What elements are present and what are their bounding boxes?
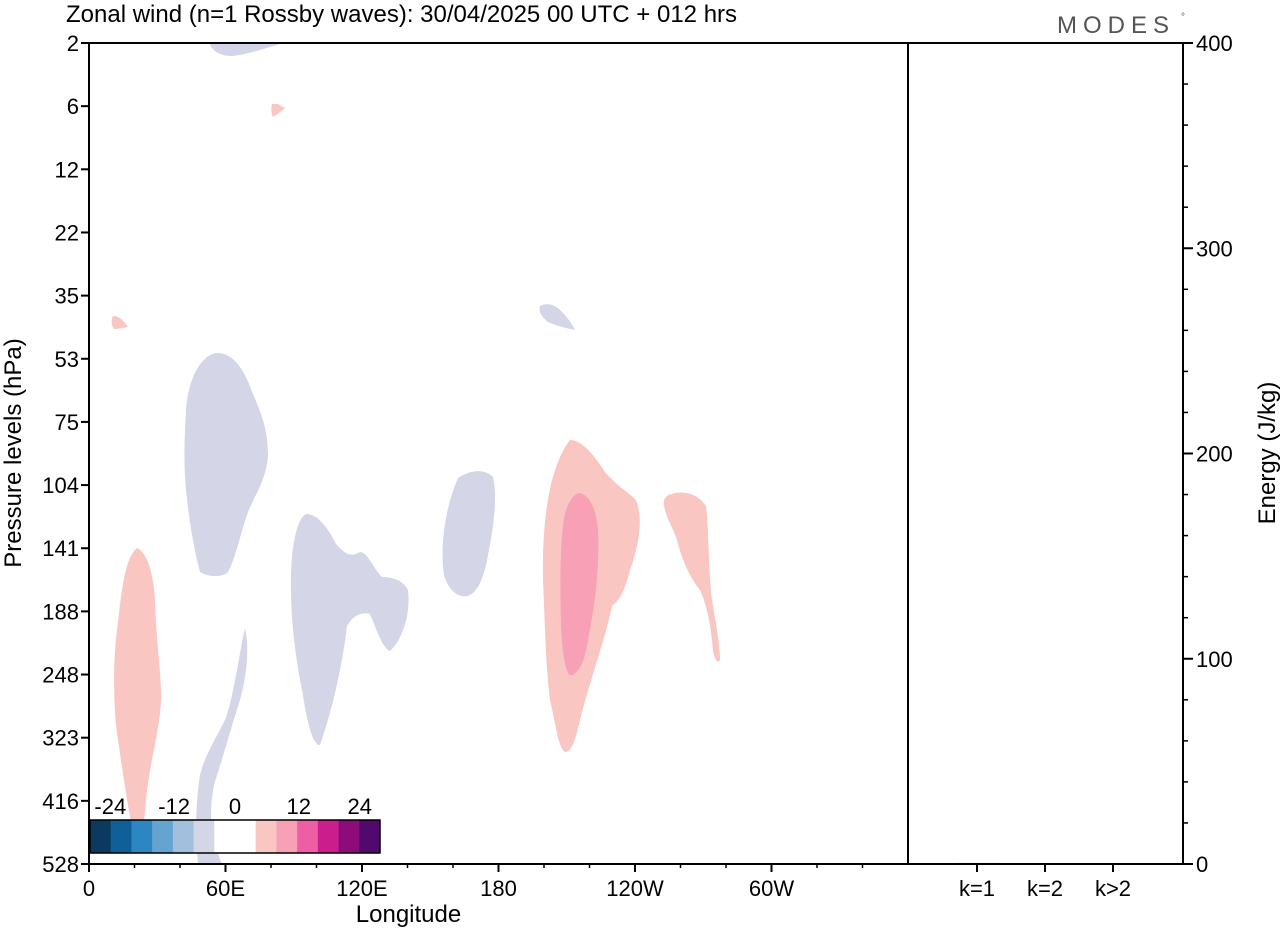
x-tick-label: 60E xyxy=(206,876,245,901)
colorbar-label: 24 xyxy=(347,794,371,819)
energy-bar xyxy=(955,862,999,864)
contour-positive xyxy=(271,104,285,117)
contour-negative xyxy=(290,514,409,745)
x-tick-label: 0 xyxy=(83,876,95,901)
x-axis-title: Longitude xyxy=(356,901,461,928)
energy-bar xyxy=(1091,863,1135,864)
energy-tick-label: 0 xyxy=(1196,852,1208,877)
energy-category-label: k>2 xyxy=(1095,876,1131,901)
y-tick-label: 75 xyxy=(55,410,79,435)
colorbar-swatch xyxy=(255,820,277,853)
energy-panel: 0 100 200 300 400 Energy (J/kg) k=1 k=2 k>2 xyxy=(907,31,1280,901)
contour-positive xyxy=(663,492,720,662)
brand-logo: MODES xyxy=(1057,12,1175,39)
y-tick-label: 6 xyxy=(67,94,79,119)
x-tick-label: 180 xyxy=(480,876,517,901)
y-tick-label: 22 xyxy=(55,220,79,245)
colorbar-label: 0 xyxy=(229,794,241,819)
colorbar-label: -24 xyxy=(94,794,126,819)
y-tick-label: 2 xyxy=(67,31,79,56)
energy-tick-label: 400 xyxy=(1196,31,1233,56)
colorbar-label: -12 xyxy=(158,794,190,819)
colorbar-swatch xyxy=(338,820,360,853)
colorbar-swatch xyxy=(214,820,236,853)
y-tick-label: 104 xyxy=(42,473,79,498)
contour-positive-strong xyxy=(560,493,599,675)
y-tick-label: 12 xyxy=(55,157,79,182)
x-tick-label: 120W xyxy=(606,876,664,901)
y-tick-label: 248 xyxy=(42,663,79,688)
energy-tick-label: 200 xyxy=(1196,442,1233,467)
colorbar-frame xyxy=(89,819,381,854)
contour-positive xyxy=(111,316,128,329)
contour-negative xyxy=(196,628,248,864)
colorbar-swatch xyxy=(193,820,215,853)
contour-positive xyxy=(114,548,162,830)
colorbar-swatch xyxy=(359,820,381,853)
colorbar: -24 -12 0 12 24 xyxy=(89,794,381,854)
colorbar-swatch xyxy=(235,820,257,853)
contour-negative xyxy=(184,352,268,577)
x-tick-label: 120E xyxy=(336,876,387,901)
colorbar-swatch xyxy=(317,820,340,853)
colorbar-swatch xyxy=(90,820,112,853)
energy-category-label: k=1 xyxy=(959,876,995,901)
colorbar-label: 12 xyxy=(287,794,311,819)
y-tick-label: 35 xyxy=(55,284,79,309)
colorbar-swatch xyxy=(276,820,298,853)
y-tick-label: 188 xyxy=(42,599,79,624)
chart-title: Zonal wind (n=1 Rossby waves): 30/04/202… xyxy=(66,1,737,28)
contour-negative xyxy=(539,304,575,330)
energy-tick-label: 100 xyxy=(1196,647,1233,672)
y-tick-label: 53 xyxy=(55,347,79,372)
colorbar-swatch xyxy=(131,820,153,853)
colorbar-swatch xyxy=(110,820,132,853)
energy-bar xyxy=(1023,863,1067,864)
colorbar-swatch xyxy=(152,820,174,853)
contour-field xyxy=(111,44,720,864)
x-tick-label: 60W xyxy=(749,876,794,901)
energy-category-label: k=2 xyxy=(1027,876,1063,901)
contour-negative xyxy=(210,44,280,56)
brand-logo-mark: ° xyxy=(1181,12,1185,23)
y-axis-title: Pressure levels (hPa) xyxy=(0,338,27,567)
y-tick-label: 528 xyxy=(42,852,79,877)
colorbar-swatch xyxy=(172,820,195,853)
contour-negative xyxy=(442,471,496,597)
colorbar-swatch xyxy=(297,820,319,853)
energy-axis-title: Energy (J/kg) xyxy=(1254,382,1280,525)
y-tick-label: 416 xyxy=(42,789,79,814)
y-tick-label: 141 xyxy=(42,536,79,561)
energy-tick-label: 300 xyxy=(1196,236,1233,261)
y-tick-label: 323 xyxy=(42,726,79,751)
